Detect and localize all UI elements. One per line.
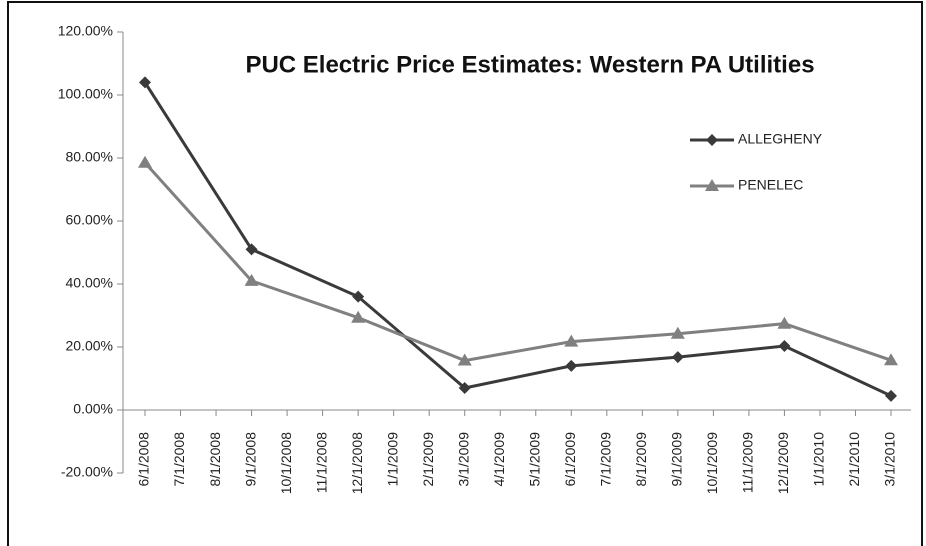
legend-marker [705,179,719,191]
y-tick-label: 40.00% [66,275,113,291]
y-tick-label: 20.00% [66,338,113,354]
point [139,76,151,89]
x-tick-label: 1/1/2010 [811,432,827,487]
x-tick-label: 7/1/2008 [171,432,187,487]
y-tick-label: 120.00% [58,23,113,39]
x-tick-label: 10/1/2009 [704,432,720,494]
y-tick-label: 60.00% [66,212,113,228]
point [885,389,897,402]
x-tick-label: 6/1/2008 [136,432,152,487]
x-tick-label: 2/1/2009 [420,432,436,487]
series-line [143,81,892,398]
x-tick-label: 2/1/2010 [846,432,862,487]
point [245,243,258,256]
x-tick-label: 8/1/2008 [207,432,223,487]
legend-label: PENELEC [738,177,803,193]
point [564,334,579,347]
y-tick-label: 100.00% [58,86,113,102]
point [138,155,152,168]
point [884,353,898,366]
chart-frame [7,1,923,546]
point [351,310,366,323]
y-tick-label: 80.00% [66,149,113,165]
x-tick-label: 12/1/2008 [349,432,365,494]
point [458,381,471,394]
point [670,326,685,339]
y-tick-label: 0.00% [73,401,113,417]
x-tick-label: 9/1/2009 [669,432,685,487]
x-tick-label: 9/1/2008 [242,432,258,487]
x-tick-label: 3/1/2010 [882,432,898,487]
x-tick-label: 1/1/2009 [384,432,400,487]
x-tick-label: 8/1/2009 [633,432,649,487]
point [352,290,365,303]
x-tick-label: 10/1/2008 [278,432,294,494]
x-tick-label: 11/1/2008 [313,432,329,493]
series-line [143,161,892,363]
point [565,359,578,372]
x-tick-label: 6/1/2009 [562,432,578,487]
point [244,273,259,286]
point [457,353,472,366]
x-tick-label: 11/1/2009 [740,432,756,493]
y-tick-label: -20.00% [61,464,113,480]
x-tick-label: 12/1/2009 [775,432,791,494]
point [778,340,791,353]
x-tick-label: 4/1/2009 [491,432,507,487]
x-tick-label: 7/1/2009 [598,432,614,487]
legend-label: ALLEGHENY [738,131,823,147]
point [777,316,792,329]
legend-marker [706,134,718,146]
x-tick-label: 5/1/2009 [526,432,542,487]
point [671,351,684,364]
x-tick-label: 3/1/2009 [455,432,471,487]
chart-title: PUC Electric Price Estimates: Western PA… [245,51,814,78]
